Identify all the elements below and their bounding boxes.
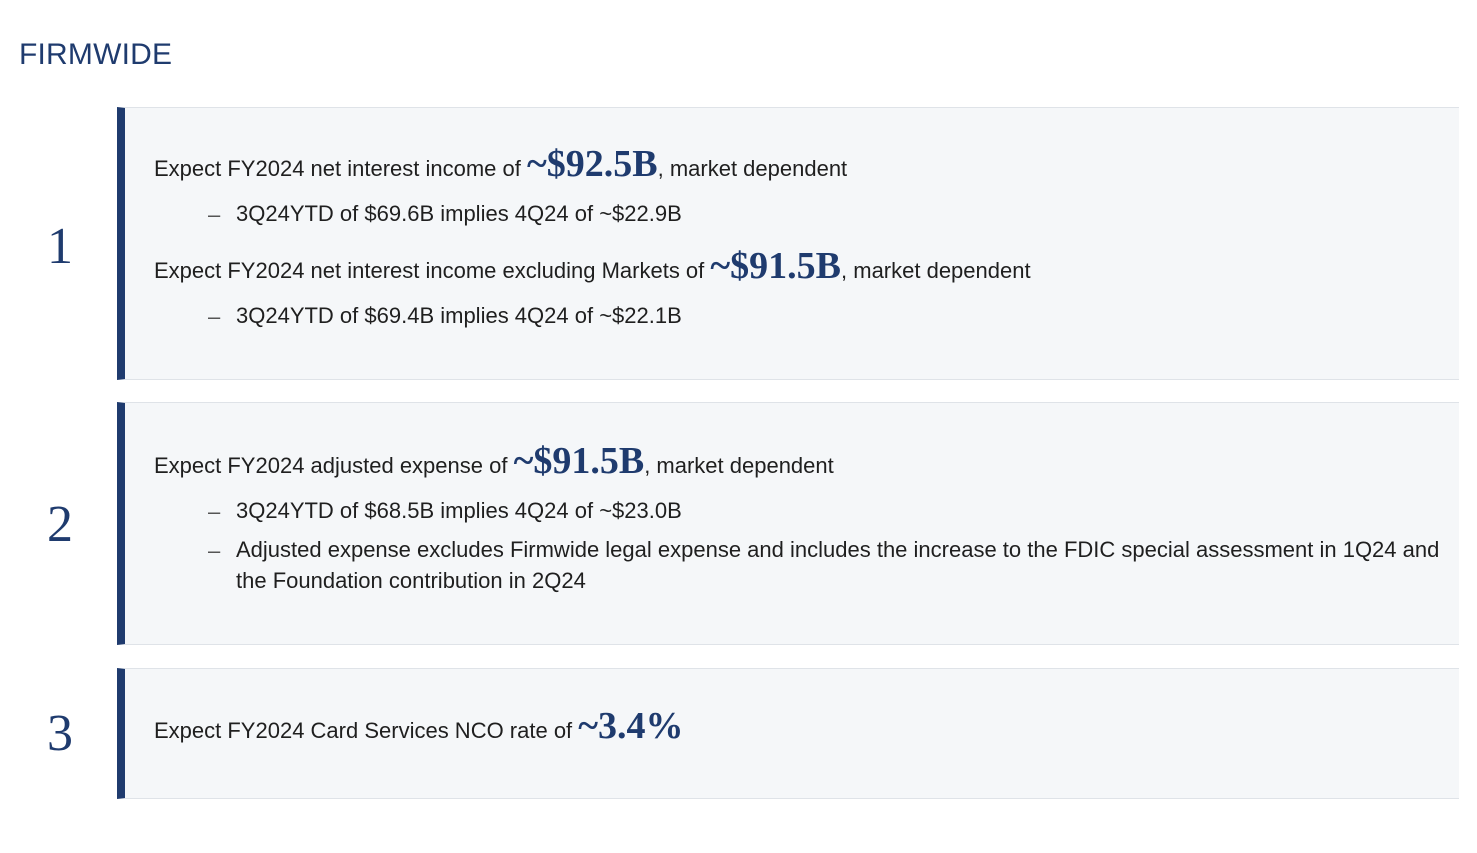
dash-icon: – [208, 202, 221, 227]
item-number: 2 [47, 496, 73, 553]
guidance-panel: Expect FY2024 Card Services NCO rate of … [117, 668, 1459, 799]
guidance-line: Expect FY2024 adjusted expense of ~$91.5… [154, 439, 834, 483]
sub-bullet-text: 3Q24YTD of $69.6B implies 4Q24 of ~$22.9… [236, 201, 682, 226]
dash-icon: – [208, 538, 221, 563]
guidance-prefix: Expect FY2024 net interest income of [154, 156, 527, 181]
guidance-line: Expect FY2024 Card Services NCO rate of … [154, 704, 684, 748]
guidance-prefix: Expect FY2024 net interest income exclud… [154, 258, 711, 283]
guidance-panel: Expect FY2024 net interest income of ~$9… [117, 107, 1459, 380]
guidance-panel: Expect FY2024 adjusted expense of ~$91.5… [117, 402, 1459, 645]
dash-icon: – [208, 304, 221, 329]
guidance-value: ~$91.5B [513, 440, 645, 482]
guidance-suffix: , market dependent [644, 453, 834, 478]
guidance-value: ~$92.5B [526, 143, 658, 185]
guidance-prefix: Expect FY2024 adjusted expense of [154, 453, 514, 478]
item-number: 3 [47, 705, 73, 762]
dash-icon: – [208, 499, 221, 524]
guidance-value: ~3.4% [578, 705, 684, 747]
guidance-line: Expect FY2024 net interest income exclud… [154, 244, 1031, 288]
sub-bullet-text: Adjusted expense excludes Firmwide legal… [236, 537, 1440, 593]
sub-bullet-text: 3Q24YTD of $69.4B implies 4Q24 of ~$22.1… [236, 303, 682, 328]
guidance-suffix: , market dependent [657, 156, 848, 181]
guidance-item-1: 1 Expect FY2024 net interest income of ~… [0, 107, 1459, 380]
section-title: FIRMWIDE [19, 38, 173, 71]
guidance-item-2: 2 Expect FY2024 adjusted expense of ~$91… [0, 402, 1459, 645]
guidance-suffix: , market dependent [841, 258, 1031, 283]
guidance-line: Expect FY2024 net interest income of ~$9… [154, 142, 847, 186]
sub-bullet-text: 3Q24YTD of $68.5B implies 4Q24 of ~$23.0… [236, 498, 682, 523]
guidance-item-3: 3 Expect FY2024 Card Services NCO rate o… [0, 668, 1459, 799]
item-number: 1 [47, 218, 73, 275]
guidance-value: ~$91.5B [710, 245, 842, 287]
guidance-prefix: Expect FY2024 Card Services NCO rate of [154, 718, 579, 743]
